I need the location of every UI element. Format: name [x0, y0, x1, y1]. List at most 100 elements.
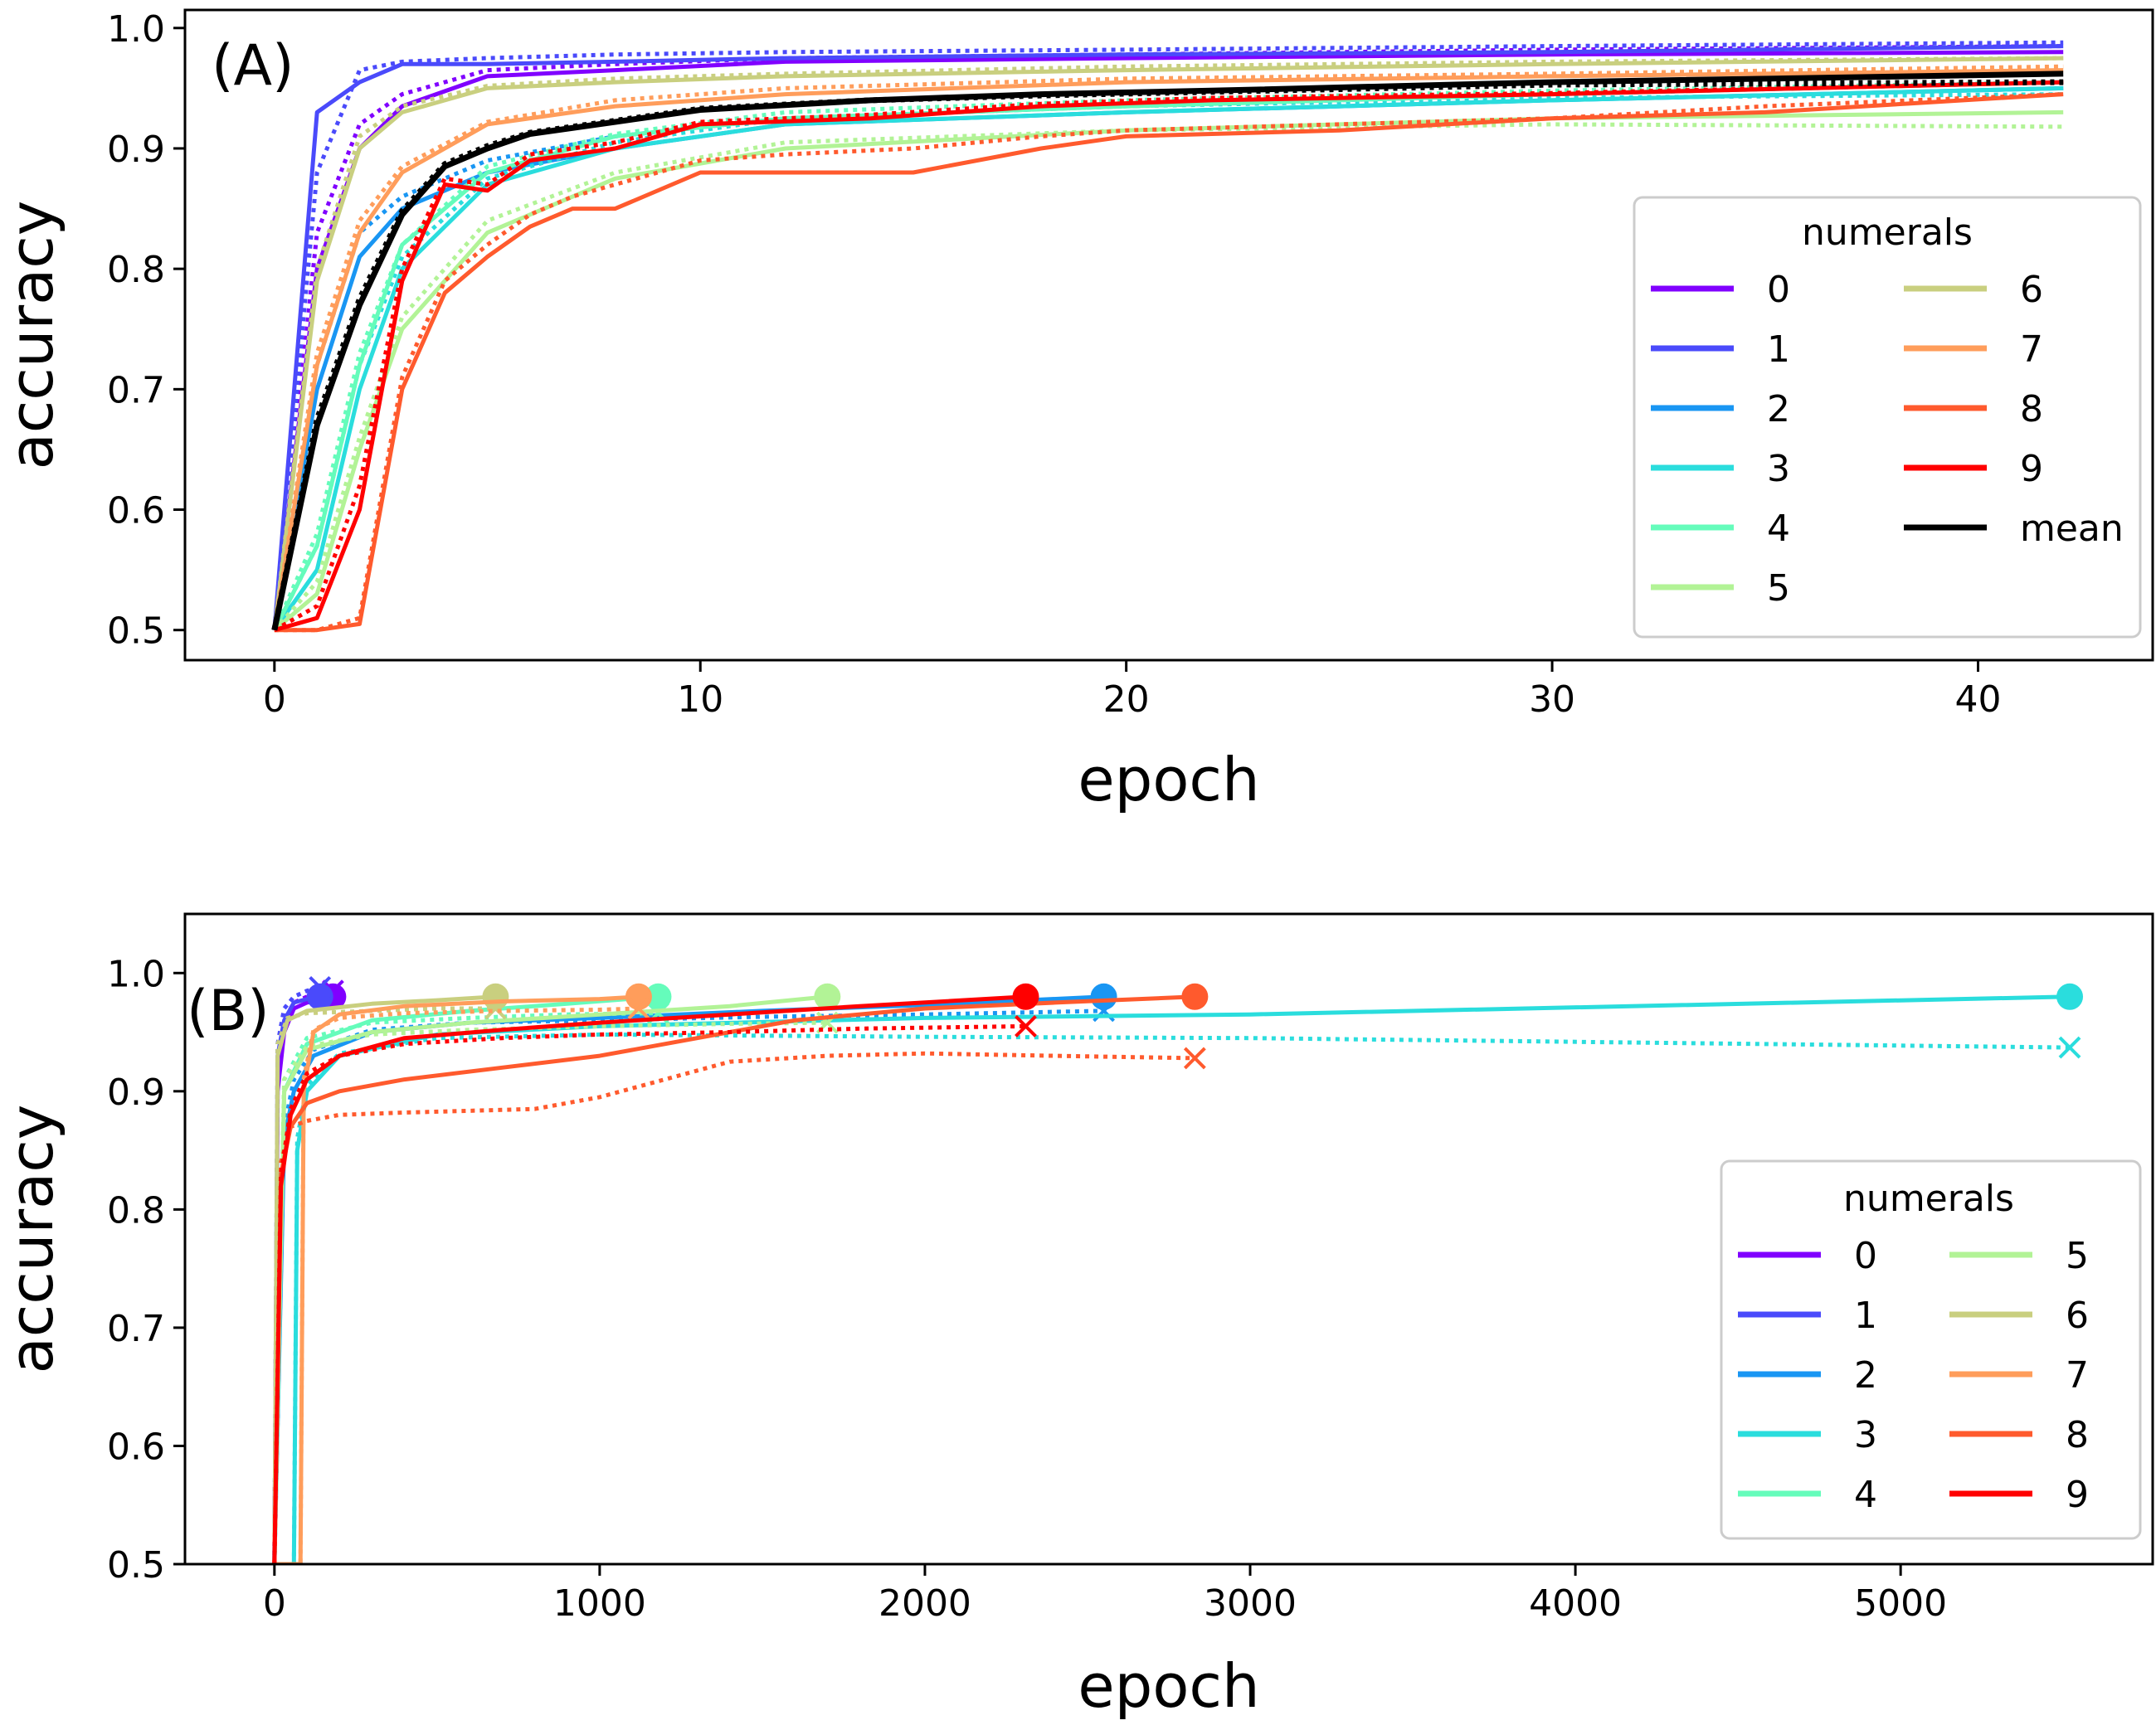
legend-entry-3: 3: [1738, 1414, 1877, 1456]
legend-label: 7: [2020, 328, 2043, 371]
legend-entry-7: 7: [1949, 1354, 2089, 1397]
series-9-train-line: [274, 80, 2064, 633]
legend-entry-8: 8: [1949, 1414, 2089, 1456]
series-7-train-line: [274, 994, 640, 1564]
legend-entry-9: 9: [1949, 1474, 2089, 1516]
series-7-test-line: [272, 64, 2064, 631]
legend-label: mean: [2020, 508, 2124, 550]
legend-entry-2: 2: [1738, 1354, 1877, 1397]
legend-entry-5: 5: [1651, 567, 1790, 610]
panel-a-xtick-label: 40: [1954, 678, 2001, 721]
legend-entry-0: 0: [1651, 269, 1790, 311]
series-6-train-line: [272, 994, 496, 1564]
legend-entry-1: 1: [1738, 1295, 1877, 1337]
panel-a-legend: numerals 0 1 2 3 4 5 6 7 8 9 mean: [1633, 196, 2142, 639]
panel-b-xtick-label: 3000: [1204, 1582, 1297, 1625]
series-3-end-marker: [2056, 983, 2084, 1010]
panel-b-legend-box: [1720, 1159, 2142, 1540]
legend-label: 2: [1767, 388, 1790, 430]
panel-b: 0 1000 2000 3000 4000 50000.50.60.70.80.91.0 …: [0, 912, 2154, 1721]
legend-label: 6: [2066, 1295, 2089, 1337]
series-6-test-line: [272, 56, 2064, 630]
panel-b-ytick-label: 0.6: [107, 1426, 165, 1468]
panel-b-label: (B): [187, 979, 270, 1044]
panel-a: 0 10 20 30 400.50.60.70.80.91.0 (A) epoch ac…: [0, 8, 2154, 814]
legend-label: 8: [2066, 1414, 2089, 1456]
panel-a-ytick-label: 0.7: [107, 369, 165, 411]
series-8-end-marker: [1181, 983, 1209, 1010]
panel-b-frame: [183, 912, 2154, 1566]
series-6-train-line: [272, 56, 2064, 631]
series-5-test-line: [272, 1020, 828, 1564]
panel-b-ytick-label: 1.0: [107, 953, 165, 995]
series-6-test-line: [272, 1006, 496, 1564]
legend-label: 4: [1854, 1474, 1877, 1516]
series-8-test-marker: [1183, 1047, 1206, 1070]
legend-label: 7: [2066, 1354, 2089, 1397]
panel-a-xtick-label: 20: [1103, 678, 1150, 721]
series-1-test-line: [272, 40, 2064, 630]
panel-b-xtick-label: 5000: [1854, 1582, 1947, 1625]
legend-entry-7: 7: [1904, 328, 2043, 371]
panel-a-ytick-label: 0.5: [107, 610, 165, 653]
series-4-train-line: [272, 80, 2064, 631]
legend-label: 8: [2020, 388, 2043, 430]
series-2-end-marker: [1090, 983, 1117, 1010]
panel-a-ytick-label: 0.8: [107, 249, 165, 291]
panel-b-ticks: 0 1000 2000 3000 4000 5000 0.5 0.6 0.7 0.8 0.9 1.0: [107, 953, 1947, 1625]
panel-a-xtick-label: 0: [263, 678, 286, 721]
legend-label: 1: [1854, 1295, 1877, 1337]
panel-b-xlabel: epoch: [1078, 1651, 1259, 1721]
series-7-end-marker: [625, 983, 652, 1010]
series-8-train-line: [274, 92, 2064, 633]
panel-b-ylabel: accuracy: [0, 1105, 66, 1374]
legend-entry-6: 6: [1904, 269, 2043, 311]
legend-entry-0: 0: [1738, 1235, 1877, 1277]
legend-entry-mean: mean: [1904, 508, 2124, 550]
legend-entry-2: 2: [1651, 388, 1790, 430]
series-5-test-line: [272, 122, 2064, 632]
panel-a-legend-box: [1633, 196, 2142, 639]
legend-label: 6: [2020, 269, 2043, 311]
legend-label: 5: [1767, 567, 1790, 610]
legend-label: 9: [2066, 1474, 2089, 1516]
panel-a-xtick-label: 30: [1529, 678, 1575, 721]
panel-b-ytick-label: 0.5: [107, 1544, 165, 1587]
panel-a-xlabel: epoch: [1078, 745, 1259, 814]
panel-b-xtick-label: 1000: [553, 1582, 646, 1625]
series-9-train-line: [272, 994, 1026, 1564]
series-9-test-line: [273, 80, 2064, 632]
series-6-end-marker: [482, 983, 509, 1010]
series-5-train-line: [272, 994, 828, 1564]
legend-entry-8: 8: [1904, 388, 2043, 430]
legend-label: 2: [1854, 1354, 1877, 1397]
legend-entry-9: 9: [1904, 448, 2043, 490]
panel-b-ytick-label: 0.7: [107, 1308, 165, 1350]
panel-b-ytick-label: 0.9: [107, 1072, 165, 1114]
legend-label: 5: [2066, 1235, 2089, 1277]
panel-a-legend-title: numerals: [1802, 211, 1973, 254]
legend-label: 9: [2020, 448, 2043, 490]
series-7-train-line: [272, 68, 2064, 631]
panel-a-label: (A): [212, 33, 294, 99]
legend-entry-6: 6: [1949, 1295, 2089, 1337]
legend-entry-5: 5: [1949, 1235, 2089, 1277]
panel-a-series: [271, 40, 2064, 633]
legend-entry-1: 1: [1651, 328, 1790, 371]
panel-a-ytick-label: 0.9: [107, 129, 165, 171]
series-1-train-line: [272, 44, 2064, 630]
panel-a-ytick-label: 0.6: [107, 490, 165, 532]
panel-a-ytick-label: 1.0: [107, 8, 165, 51]
legend-label: 3: [1767, 448, 1790, 490]
series-9-test-marker: [1015, 1015, 1037, 1038]
legend-label: 0: [1767, 269, 1790, 311]
series-9-end-marker: [1012, 983, 1039, 1010]
panel-b-ytick-label: 0.8: [107, 1189, 165, 1232]
panel-b-legend-title: numerals: [1843, 1178, 2014, 1220]
series-5-end-marker: [814, 983, 841, 1010]
panel-a-frame: [183, 8, 2154, 662]
series-3-test-marker: [2058, 1036, 2081, 1059]
panel-a-ylabel: accuracy: [0, 201, 66, 470]
